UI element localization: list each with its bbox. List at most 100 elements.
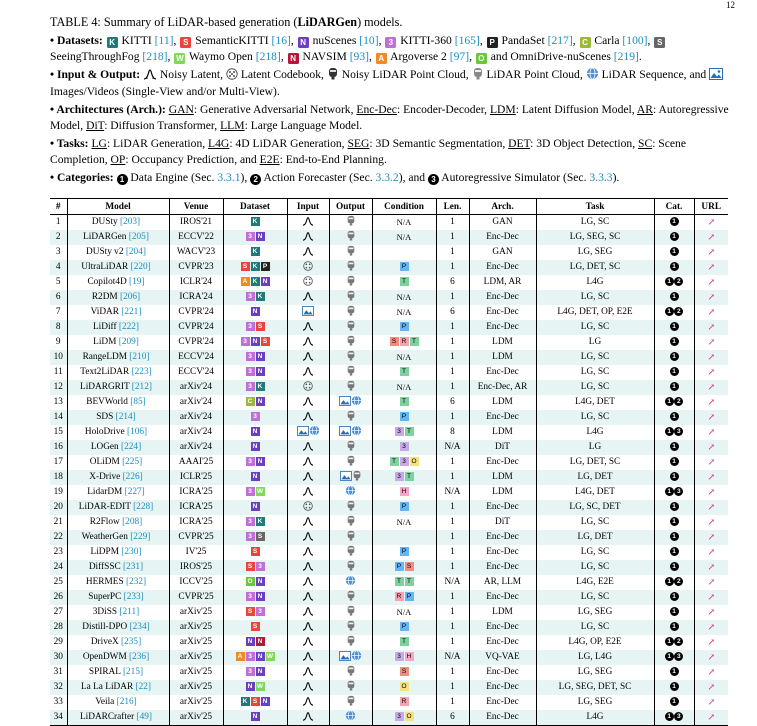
condition-badge-icon: T [399, 367, 409, 377]
external-link-icon[interactable]: ↗ [707, 456, 716, 467]
external-link-icon[interactable]: ↗ [707, 411, 716, 422]
citation[interactable]: [49] [136, 712, 153, 722]
external-link-icon[interactable]: ↗ [707, 276, 716, 287]
citation[interactable]: [22] [135, 682, 151, 692]
output-cell [328, 380, 372, 395]
external-link-icon[interactable]: ↗ [707, 651, 716, 662]
lidar-point-cloud-icon [346, 695, 356, 710]
citation[interactable]: [219] [613, 49, 639, 63]
citation[interactable]: [236] [129, 652, 150, 662]
external-link-icon[interactable]: ↗ [707, 711, 716, 722]
category-number-icon: 1 [669, 562, 679, 572]
table-row: 28 Distill-DPO [234] arXiv'25 S P 1 Enc-Dec LG,… [50, 620, 728, 635]
citation[interactable]: [209] [118, 337, 139, 347]
external-link-icon[interactable]: ↗ [707, 666, 716, 677]
citation[interactable]: [210] [129, 352, 150, 362]
citation[interactable]: [218] [255, 49, 281, 63]
citation[interactable]: [205] [128, 232, 149, 242]
citation[interactable]: [235] [121, 637, 142, 647]
citation[interactable]: [232] [125, 577, 147, 587]
image-and-point-cloud-icon [339, 470, 362, 485]
citation[interactable]: [11] [154, 34, 174, 47]
lidar-point-cloud-icon [346, 545, 356, 560]
external-link-icon[interactable]: ↗ [707, 486, 716, 497]
lidar-point-cloud-icon [346, 635, 356, 650]
citation[interactable]: [217] [547, 34, 573, 47]
external-link-icon[interactable]: ↗ [707, 321, 716, 332]
citation[interactable]: [93] [349, 49, 370, 63]
citation[interactable]: [16] [271, 34, 291, 47]
external-link-icon[interactable]: ↗ [707, 516, 716, 527]
external-link-icon[interactable]: ↗ [707, 606, 716, 617]
citation[interactable]: [223] [131, 367, 152, 377]
category-number-icon: 1 [669, 262, 679, 272]
citation[interactable]: [226] [122, 472, 143, 482]
citation[interactable]: [85] [130, 397, 146, 407]
task: LG, SC [535, 214, 654, 230]
external-link-icon[interactable]: ↗ [707, 366, 716, 377]
citation[interactable]: [229] [130, 532, 151, 542]
citation[interactable]: [97] [449, 49, 470, 63]
citation[interactable]: [221] [121, 307, 142, 317]
citation[interactable]: [214] [115, 412, 136, 422]
external-link-icon[interactable]: ↗ [707, 576, 716, 587]
legend-datasets: • Datasets: K KITTI [11], S SemanticKITT… [50, 33, 740, 64]
citation[interactable]: [231] [123, 562, 144, 572]
external-link-icon[interactable]: ↗ [707, 561, 716, 572]
citation[interactable]: [228] [133, 502, 154, 512]
citation[interactable]: [206] [120, 292, 141, 302]
external-link-icon[interactable]: ↗ [707, 636, 716, 647]
section-ref[interactable]: 3.3.2 [375, 170, 399, 184]
external-link-icon[interactable]: ↗ [707, 396, 716, 407]
external-link-icon[interactable]: ↗ [707, 501, 716, 512]
external-link-icon[interactable]: ↗ [707, 336, 716, 347]
dataset-badge-icon: S [240, 262, 250, 272]
section-ref[interactable]: 3.3.3 [589, 170, 613, 184]
external-link-icon[interactable]: ↗ [707, 381, 716, 392]
citation[interactable]: [19] [129, 277, 145, 287]
external-link-icon[interactable]: ↗ [707, 531, 716, 542]
citation[interactable]: [165] [454, 34, 480, 47]
dataset-badge-icon: K [250, 247, 260, 257]
citation[interactable]: [216] [116, 697, 137, 707]
external-link-icon[interactable]: ↗ [707, 231, 716, 242]
citation[interactable]: [220] [130, 262, 151, 272]
venue: ICLR'25 [168, 470, 223, 485]
citation[interactable]: [215] [122, 667, 144, 677]
external-link-icon[interactable]: ↗ [707, 351, 716, 362]
external-link-icon[interactable]: ↗ [707, 306, 716, 317]
task: L4G [535, 425, 654, 440]
external-link-icon[interactable]: ↗ [707, 591, 716, 602]
external-link-icon[interactable]: ↗ [707, 696, 716, 707]
external-link-icon[interactable]: ↗ [707, 426, 716, 437]
citation[interactable]: [212] [131, 382, 152, 392]
citation[interactable]: [225] [122, 457, 143, 467]
citation[interactable]: [204] [125, 247, 146, 257]
citation[interactable]: [227] [124, 487, 145, 497]
external-link-icon[interactable]: ↗ [707, 441, 716, 452]
section-ref[interactable]: 3.3.1 [217, 170, 241, 184]
citation[interactable]: [211] [119, 607, 140, 617]
citation[interactable]: [224] [121, 442, 142, 452]
citation[interactable]: [208] [122, 517, 143, 527]
citation[interactable]: [203] [120, 217, 141, 227]
citation[interactable]: [222] [118, 322, 140, 332]
citation[interactable]: [233] [123, 592, 144, 602]
citation[interactable]: [10] [359, 34, 379, 47]
external-link-icon[interactable]: ↗ [707, 246, 716, 257]
external-link-icon[interactable]: ↗ [707, 261, 716, 272]
dataset-badge-icon: S [255, 532, 265, 542]
citation[interactable]: [230] [121, 547, 142, 557]
citation[interactable]: [100] [622, 34, 648, 47]
external-link-icon[interactable]: ↗ [707, 546, 716, 557]
citation[interactable]: [234] [129, 622, 150, 632]
citation[interactable]: [106] [126, 427, 148, 437]
external-link-icon[interactable]: ↗ [707, 621, 716, 632]
dataset-badge-icon: N [255, 397, 265, 407]
citation[interactable]: [218] [142, 49, 168, 63]
external-link-icon[interactable]: ↗ [707, 471, 716, 482]
external-link-icon[interactable]: ↗ [707, 291, 716, 302]
external-link-icon[interactable]: ↗ [707, 216, 716, 227]
external-link-icon[interactable]: ↗ [707, 681, 716, 692]
